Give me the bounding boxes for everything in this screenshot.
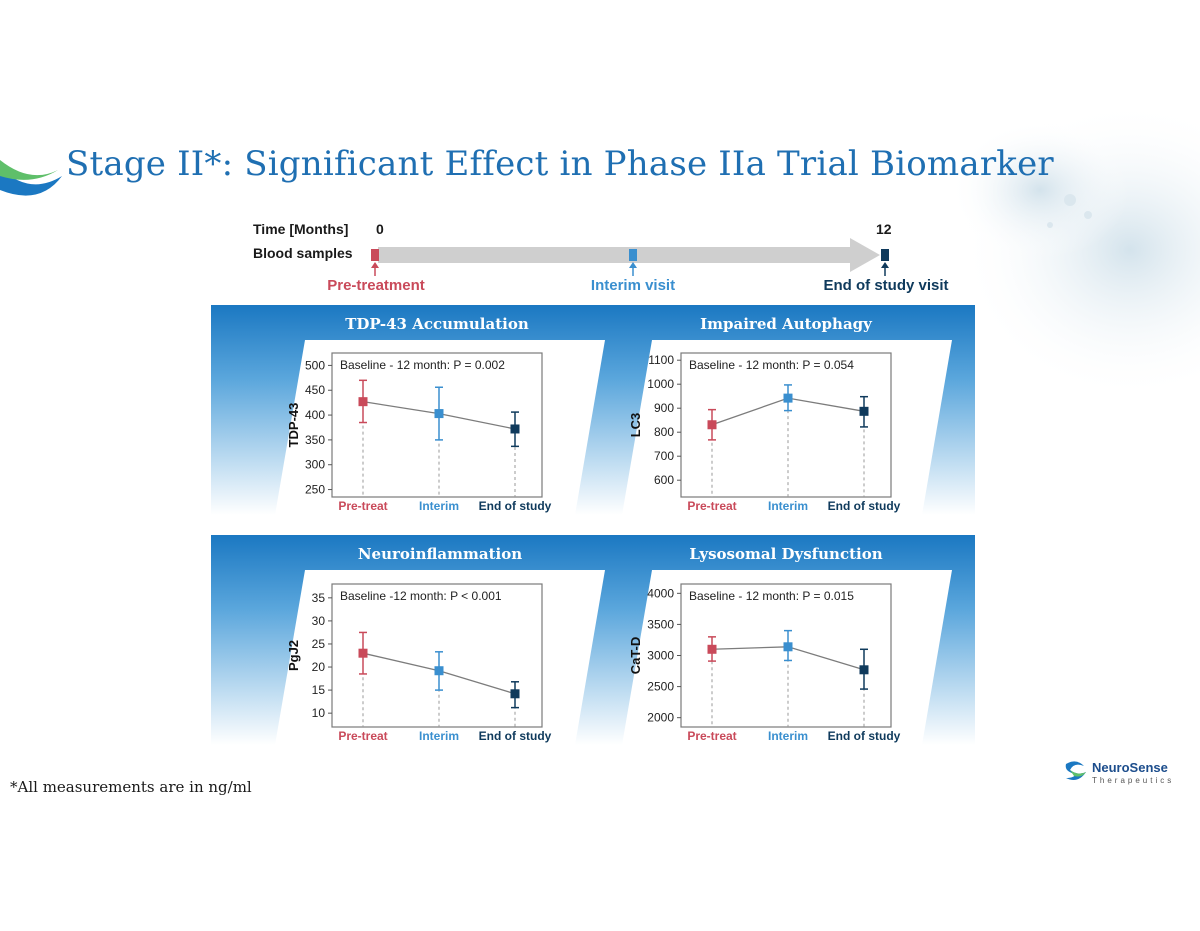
timeline-marker-pre: [371, 249, 379, 261]
y-tick-label: 35: [312, 591, 326, 605]
x-category-label: End of study: [828, 729, 901, 743]
timeline-pre-label: Pre-treatment: [327, 277, 425, 294]
data-point: [783, 642, 793, 652]
data-point: [510, 424, 520, 434]
y-axis-label: TDP-43: [286, 403, 301, 448]
chart-panel: TDP-43 Accumulation Baseline - 12 month: …: [275, 315, 605, 515]
y-tick-label: 500: [305, 358, 325, 372]
timeline-pointer-interim-head: [629, 262, 637, 268]
data-point: [358, 397, 368, 407]
y-tick-label: 25: [312, 637, 326, 651]
y-tick-label: 15: [312, 683, 326, 697]
y-tick-label: 4000: [647, 586, 674, 600]
logo-subtitle: Therapeutics: [1092, 776, 1175, 785]
x-category-label: Interim: [419, 499, 459, 513]
y-tick-label: 350: [305, 433, 325, 447]
y-tick-label: 300: [305, 458, 325, 472]
x-category-label: Interim: [768, 499, 808, 513]
x-category-label: Pre-treat: [338, 729, 387, 743]
wave-decoration-icon: [0, 160, 58, 180]
y-axis-label: CaT-D: [628, 637, 643, 675]
data-point: [434, 666, 444, 676]
chart-card: [275, 570, 605, 745]
y-tick-label: 1100: [648, 353, 674, 367]
y-tick-label: 10: [312, 706, 326, 720]
y-tick-label: 400: [305, 408, 325, 422]
y-tick-label: 2000: [647, 711, 674, 725]
panel-title: Lysosomal Dysfunction: [689, 545, 882, 563]
x-category-label: Pre-treat: [687, 729, 736, 743]
x-category-label: End of study: [479, 729, 552, 743]
chart-panel: Impaired Autophagy Baseline - 12 month: P…: [622, 315, 952, 515]
data-point: [707, 644, 717, 654]
x-category-label: Interim: [419, 729, 459, 743]
logo-name: NeuroSense: [1092, 760, 1168, 775]
y-tick-label: 900: [654, 401, 674, 415]
data-point: [434, 409, 444, 419]
plot-frame: [680, 352, 892, 498]
background-mist-shape: [950, 120, 1130, 260]
timeline-end-label: End of study visit: [823, 277, 949, 294]
slide-title: Stage II*: Significant Effect in Phase I…: [66, 144, 1054, 184]
timeline-time-label: Time [Months]: [253, 221, 349, 237]
chart-panel: Lysosomal Dysfunction Baseline - 12 month…: [622, 545, 952, 745]
timeline-pointer-end-head: [881, 262, 889, 268]
chart-card: [275, 340, 605, 515]
timeline-samples-label: Blood samples: [253, 245, 353, 261]
plot-frame: [331, 352, 543, 498]
wave-decoration-icon: [0, 168, 62, 196]
y-axis-label: PgJ2: [286, 640, 301, 671]
footnote: *All measurements are in ng/ml: [10, 778, 252, 796]
panel-title: Impaired Autophagy: [700, 315, 873, 333]
x-category-label: Interim: [768, 729, 808, 743]
y-tick-label: 3000: [647, 649, 674, 663]
timeline-pointer-pre-head: [371, 262, 379, 268]
p-value-annotation: Baseline - 12 month: P = 0.002: [340, 358, 505, 372]
y-tick-label: 20: [312, 660, 326, 674]
y-tick-label: 700: [654, 449, 674, 463]
timeline-start-month: 0: [376, 221, 384, 237]
p-value-annotation: Baseline - 12 month: P = 0.054: [689, 358, 854, 372]
x-category-label: End of study: [479, 499, 552, 513]
x-category-label: Pre-treat: [687, 499, 736, 513]
data-point: [783, 393, 793, 403]
p-value-annotation: Baseline -12 month: P < 0.001: [340, 589, 502, 603]
y-tick-label: 800: [654, 425, 674, 439]
data-point: [510, 689, 520, 699]
y-tick-label: 2500: [647, 680, 674, 694]
data-point: [859, 665, 869, 675]
y-tick-label: 450: [305, 383, 325, 397]
plot-frame: [331, 583, 543, 728]
x-category-label: End of study: [828, 499, 901, 513]
y-tick-label: 250: [305, 483, 325, 497]
neurosense-logo-icon: [1065, 761, 1086, 780]
timeline-marker-end: [881, 249, 889, 261]
bubble-shape: [1064, 194, 1076, 206]
chart-card: [622, 340, 952, 515]
bubble-shape: [1047, 222, 1053, 228]
bubble-shape: [1084, 211, 1092, 219]
y-tick-label: 30: [312, 614, 326, 628]
p-value-annotation: Baseline - 12 month: P = 0.015: [689, 589, 854, 603]
data-point: [859, 406, 869, 416]
timeline-marker-interim: [629, 249, 637, 261]
data-point: [358, 648, 368, 658]
timeline-end-month: 12: [876, 221, 892, 237]
chart-panel: Neuroinflammation Baseline -12 month: P <…: [275, 545, 605, 745]
y-tick-label: 600: [654, 473, 674, 487]
x-category-label: Pre-treat: [338, 499, 387, 513]
timeline-interim-label: Interim visit: [590, 277, 676, 294]
chart-card: [622, 570, 952, 745]
y-tick-label: 3500: [647, 617, 674, 631]
y-tick-label: 1000: [647, 377, 674, 391]
panel-title: Neuroinflammation: [358, 545, 522, 563]
panel-title: TDP-43 Accumulation: [345, 315, 529, 333]
data-point: [707, 420, 717, 430]
y-axis-label: LC3: [628, 413, 643, 438]
